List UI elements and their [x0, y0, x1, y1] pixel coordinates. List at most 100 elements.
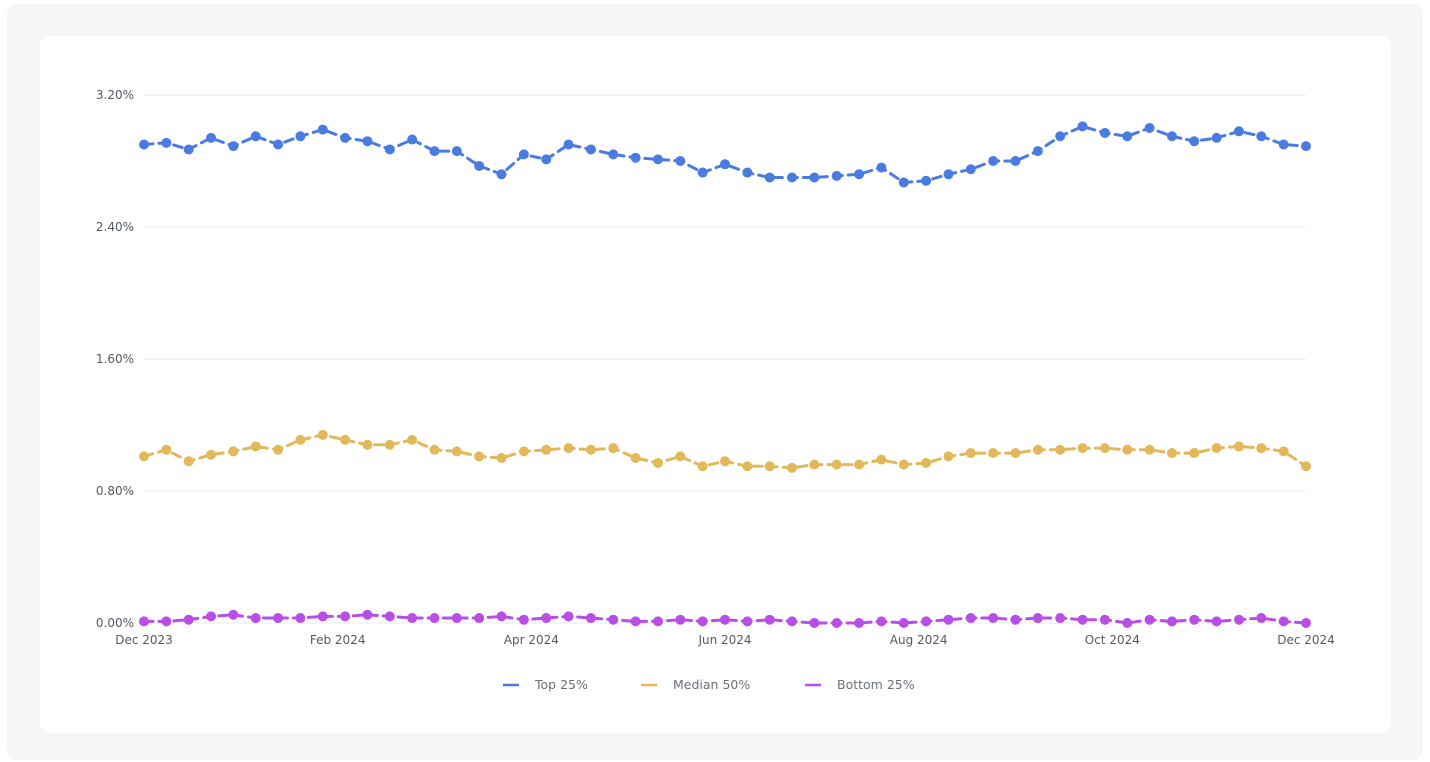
- data-point-1: [764, 461, 775, 472]
- x-tick-label: Jun 2024: [697, 633, 751, 647]
- data-point-1: [876, 454, 887, 465]
- data-point-2: [1233, 614, 1244, 625]
- data-point-2: [965, 613, 976, 624]
- data-point-0: [228, 141, 239, 152]
- data-point-2: [451, 613, 462, 624]
- data-point-2: [943, 614, 954, 625]
- data-point-0: [1211, 132, 1222, 143]
- data-point-1: [898, 459, 909, 470]
- data-point-1: [451, 446, 462, 457]
- data-point-0: [1278, 139, 1289, 150]
- data-point-2: [317, 611, 328, 622]
- data-point-2: [898, 618, 909, 628]
- data-point-2: [563, 611, 574, 622]
- data-point-1: [965, 448, 976, 459]
- data-point-2: [429, 613, 440, 624]
- data-point-1: [206, 449, 217, 460]
- data-point-1: [1166, 448, 1177, 459]
- data-point-0: [295, 131, 306, 142]
- legend-label: Top 25%: [534, 677, 588, 692]
- data-point-1: [384, 439, 395, 450]
- data-point-0: [787, 172, 798, 183]
- data-point-2: [1166, 616, 1177, 627]
- data-point-1: [1256, 443, 1267, 454]
- data-point-1: [228, 446, 239, 457]
- data-point-1: [1189, 448, 1200, 459]
- data-point-0: [1122, 131, 1133, 142]
- data-point-1: [1099, 443, 1110, 454]
- data-point-1: [943, 451, 954, 462]
- data-point-0: [496, 169, 507, 180]
- data-point-2: [585, 613, 596, 624]
- data-point-2: [675, 614, 686, 625]
- data-point-0: [250, 131, 261, 142]
- data-point-2: [720, 614, 730, 625]
- data-point-1: [518, 446, 529, 457]
- data-point-2: [787, 616, 798, 627]
- data-point-0: [273, 139, 284, 150]
- data-point-0: [1256, 131, 1267, 142]
- data-point-2: [809, 618, 820, 628]
- data-point-0: [1055, 131, 1066, 142]
- data-point-1: [1055, 444, 1066, 455]
- data-point-1: [340, 434, 351, 445]
- data-point-0: [652, 154, 663, 165]
- data-point-2: [1010, 614, 1021, 625]
- data-point-1: [1010, 448, 1021, 459]
- data-point-1: [1122, 444, 1133, 455]
- series-line-2: [142, 613, 1308, 625]
- data-point-2: [652, 616, 663, 627]
- y-tick-label: 2.40%: [96, 220, 134, 234]
- y-tick-label: 0.00%: [96, 616, 134, 630]
- data-point-2: [496, 611, 507, 622]
- data-point-2: [1278, 616, 1289, 627]
- x-tick-label: Dec 2024: [1277, 633, 1335, 647]
- data-point-0: [965, 164, 976, 175]
- data-point-1: [183, 456, 194, 467]
- data-point-0: [429, 146, 440, 157]
- data-point-1: [161, 444, 172, 455]
- data-point-1: [429, 444, 440, 455]
- data-point-1: [787, 462, 798, 473]
- data-point-1: [854, 459, 865, 470]
- data-point-1: [742, 461, 753, 472]
- data-point-1: [988, 448, 999, 459]
- data-point-2: [228, 609, 239, 620]
- data-point-0: [697, 167, 708, 178]
- data-point-0: [1144, 123, 1155, 133]
- data-point-0: [585, 144, 596, 155]
- data-point-1: [697, 461, 708, 472]
- y-tick-label: 1.60%: [96, 352, 134, 366]
- data-point-2: [407, 613, 418, 624]
- data-point-0: [764, 172, 775, 183]
- data-point-2: [1256, 613, 1267, 624]
- data-point-2: [1122, 618, 1133, 628]
- data-point-0: [1301, 141, 1311, 152]
- data-point-0: [1032, 146, 1043, 157]
- data-point-1: [362, 439, 373, 450]
- data-point-0: [1189, 136, 1200, 147]
- data-point-0: [675, 156, 686, 166]
- data-point-0: [518, 149, 529, 160]
- data-point-2: [183, 614, 194, 625]
- data-point-1: [1278, 446, 1289, 457]
- data-point-1: [496, 453, 507, 463]
- data-point-2: [764, 614, 775, 625]
- data-point-0: [183, 144, 194, 155]
- data-point-0: [809, 172, 820, 183]
- data-point-0: [340, 132, 351, 143]
- data-point-0: [474, 160, 485, 171]
- legend-label: Bottom 25%: [837, 677, 915, 692]
- data-point-0: [563, 139, 574, 150]
- data-point-0: [139, 139, 149, 150]
- data-point-0: [608, 149, 619, 160]
- data-point-1: [474, 451, 485, 462]
- data-point-0: [898, 177, 909, 188]
- data-point-2: [1211, 616, 1222, 627]
- data-point-2: [921, 616, 932, 627]
- data-point-0: [876, 162, 887, 173]
- x-tick-label: Apr 2024: [504, 633, 559, 647]
- y-tick-label: 3.20%: [96, 88, 134, 102]
- data-point-0: [362, 136, 373, 147]
